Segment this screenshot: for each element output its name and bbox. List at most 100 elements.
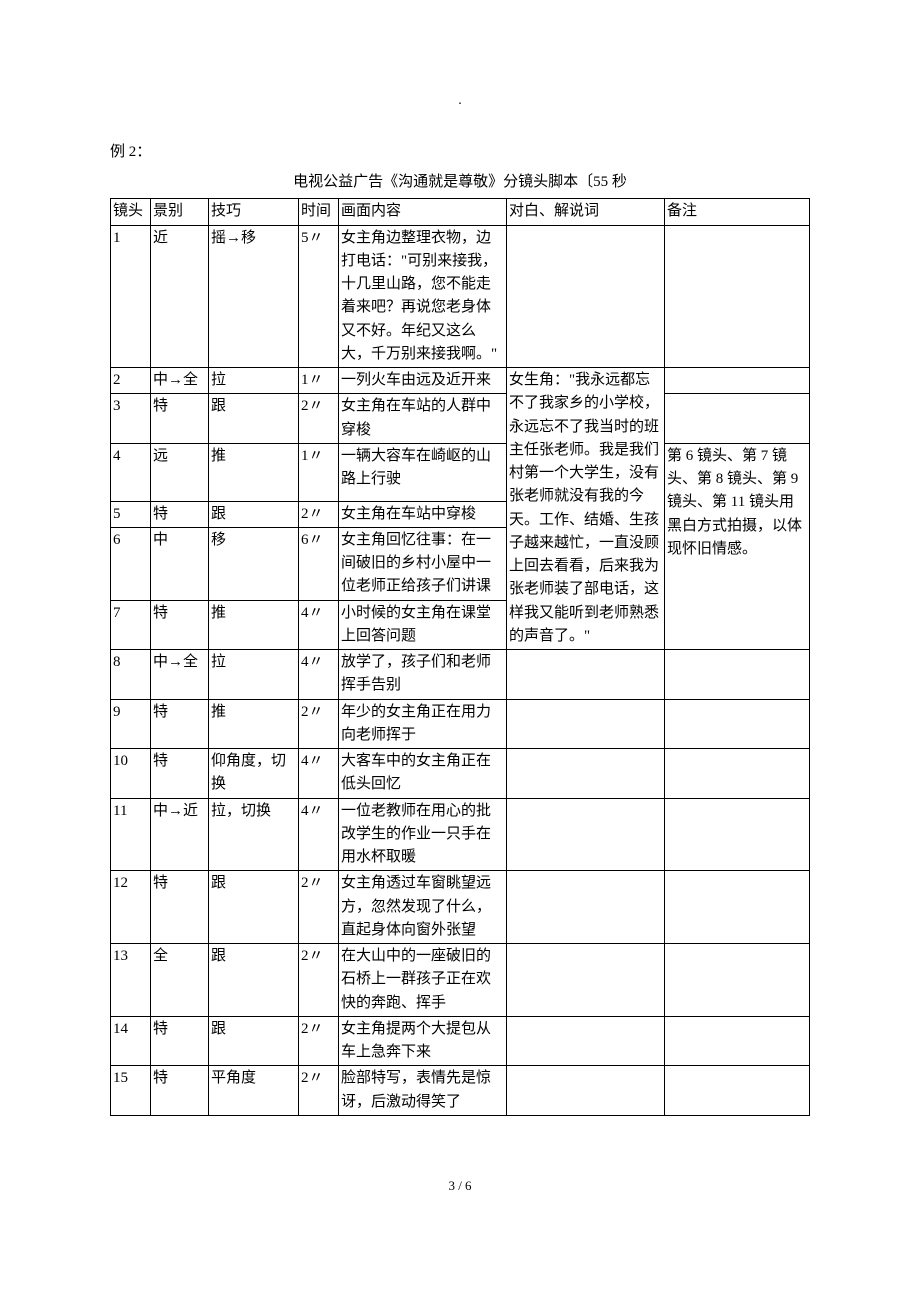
- cell-content: 放学了，孩子们和老师挥手告别: [339, 650, 507, 700]
- cell-scene: 中→近: [151, 798, 209, 871]
- cell-time: 1〃: [299, 368, 339, 394]
- cell-content: 脸部特写，表情先是惊讶，后激动得笑了: [339, 1066, 507, 1116]
- table-row: 2中→全拉1〃一列火车由远及近开来女生角："我永远都忘不了我家乡的小学校，永远忘…: [111, 368, 810, 394]
- cell-tech: 移: [209, 527, 299, 600]
- cell-content: 一辆大容车在崎岖的山路上行驶: [339, 443, 507, 501]
- cell-scene: 特: [151, 749, 209, 799]
- cell-dialog: [507, 699, 665, 749]
- cell-shot: 9: [111, 699, 151, 749]
- cell-dialog: 女生角："我永远都忘不了我家乡的小学校，永远忘不了我当时的班主任张老师。我是我们…: [507, 368, 665, 650]
- cell-scene: 中: [151, 527, 209, 600]
- cell-note: [665, 1066, 810, 1116]
- cell-time: 2〃: [299, 394, 339, 444]
- cell-time: 6〃: [299, 527, 339, 600]
- table-row: 12特跟2〃女主角透过车窗眺望远方，忽然发现了什么，直起身体向窗外张望: [111, 871, 810, 944]
- cell-tech: 跟: [209, 501, 299, 527]
- cell-tech: 跟: [209, 1016, 299, 1066]
- cell-dialog: [507, 650, 665, 700]
- page-footer: 3 / 6: [110, 1176, 810, 1197]
- table-row: 8中→全拉4〃放学了，孩子们和老师挥手告别: [111, 650, 810, 700]
- cell-shot: 4: [111, 443, 151, 501]
- cell-time: 4〃: [299, 650, 339, 700]
- table-row: 15特平角度2〃脸部特写，表情先是惊讶，后激动得笑了: [111, 1066, 810, 1116]
- cell-note: [665, 368, 810, 394]
- cell-content: 女主角回忆往事：在一间破旧的乡村小屋中一位老师正给孩子们讲课: [339, 527, 507, 600]
- cell-note: [665, 650, 810, 700]
- cell-time: 4〃: [299, 600, 339, 650]
- cell-scene: 特: [151, 1016, 209, 1066]
- cell-tech: 推: [209, 443, 299, 501]
- cell-shot: 8: [111, 650, 151, 700]
- cell-note: [665, 944, 810, 1017]
- example-label: 例 2：: [110, 140, 810, 164]
- cell-content: 小时候的女主角在课堂上回答问题: [339, 600, 507, 650]
- cell-content: 女主角提两个大提包从车上急奔下来: [339, 1016, 507, 1066]
- cell-note: [665, 1016, 810, 1066]
- cell-scene: 全: [151, 944, 209, 1017]
- cell-time: 4〃: [299, 749, 339, 799]
- col-scene: 景别: [151, 199, 209, 225]
- cell-tech: 拉: [209, 650, 299, 700]
- table-row: 1近摇→移5〃女主角边整理衣物，边打电话："可别来接我，十几里山路，您不能走着来…: [111, 225, 810, 368]
- cell-shot: 11: [111, 798, 151, 871]
- cell-shot: 7: [111, 600, 151, 650]
- cell-tech: 推: [209, 699, 299, 749]
- storyboard-table: 镜头景别技巧时间画面内容对白、解说词备注1近摇→移5〃女主角边整理衣物，边打电话…: [110, 198, 810, 1116]
- col-time: 时间: [299, 199, 339, 225]
- col-shot: 镜头: [111, 199, 151, 225]
- cell-note: [665, 394, 810, 444]
- cell-tech: 仰角度，切换: [209, 749, 299, 799]
- cell-content: 女主角边整理衣物，边打电话："可别来接我，十几里山路，您不能走着来吧？再说您老身…: [339, 225, 507, 368]
- cell-note: [665, 798, 810, 871]
- cell-scene: 近: [151, 225, 209, 368]
- cell-note: [665, 749, 810, 799]
- cell-tech: 拉: [209, 368, 299, 394]
- col-dialog: 对白、解说词: [507, 199, 665, 225]
- cell-dialog: [507, 944, 665, 1017]
- cell-shot: 2: [111, 368, 151, 394]
- cell-content: 女主角在车站中穿梭: [339, 501, 507, 527]
- col-tech: 技巧: [209, 199, 299, 225]
- cell-content: 一位老教师在用心的批改学生的作业一只手在用水杯取暖: [339, 798, 507, 871]
- cell-scene: 远: [151, 443, 209, 501]
- table-row: 9特推2〃年少的女主角正在用力向老师挥于: [111, 699, 810, 749]
- cell-note: [665, 871, 810, 944]
- cell-scene: 特: [151, 501, 209, 527]
- cell-note: 第 6 镜头、第 7 镜头、第 8 镜头、第 9 镜头、第 11 镜头用黑白方式…: [665, 443, 810, 649]
- cell-scene: 特: [151, 600, 209, 650]
- cell-shot: 6: [111, 527, 151, 600]
- cell-time: 2〃: [299, 1016, 339, 1066]
- cell-tech: 跟: [209, 394, 299, 444]
- cell-scene: 中→全: [151, 650, 209, 700]
- cell-shot: 15: [111, 1066, 151, 1116]
- cell-content: 一列火车由远及近开来: [339, 368, 507, 394]
- table-row: 3特跟2〃女主角在车站的人群中穿梭: [111, 394, 810, 444]
- cell-tech: 跟: [209, 944, 299, 1017]
- col-content: 画面内容: [339, 199, 507, 225]
- cell-dialog: [507, 871, 665, 944]
- cell-time: 5〃: [299, 225, 339, 368]
- cell-scene: 特: [151, 871, 209, 944]
- col-note: 备注: [665, 199, 810, 225]
- cell-scene: 中→全: [151, 368, 209, 394]
- cell-shot: 1: [111, 225, 151, 368]
- cell-shot: 5: [111, 501, 151, 527]
- cell-shot: 3: [111, 394, 151, 444]
- cell-shot: 12: [111, 871, 151, 944]
- table-row: 13全跟2〃在大山中的一座破旧的石桥上一群孩子正在欢快的奔跑、挥手: [111, 944, 810, 1017]
- cell-tech: 平角度: [209, 1066, 299, 1116]
- cell-time: 2〃: [299, 871, 339, 944]
- table-row: 10特仰角度，切换4〃大客车中的女主角正在低头回忆: [111, 749, 810, 799]
- page-mark: .: [110, 90, 810, 112]
- cell-tech: 拉，切换: [209, 798, 299, 871]
- cell-content: 年少的女主角正在用力向老师挥于: [339, 699, 507, 749]
- document-title: 电视公益广告《沟通就是尊敬》分镜头脚本〔55 秒: [110, 170, 810, 194]
- cell-content: 在大山中的一座破旧的石桥上一群孩子正在欢快的奔跑、挥手: [339, 944, 507, 1017]
- cell-time: 1〃: [299, 443, 339, 501]
- cell-content: 女主角在车站的人群中穿梭: [339, 394, 507, 444]
- cell-dialog: [507, 225, 665, 368]
- table-header-row: 镜头景别技巧时间画面内容对白、解说词备注: [111, 199, 810, 225]
- cell-content: 大客车中的女主角正在低头回忆: [339, 749, 507, 799]
- cell-tech: 推: [209, 600, 299, 650]
- cell-dialog: [507, 1066, 665, 1116]
